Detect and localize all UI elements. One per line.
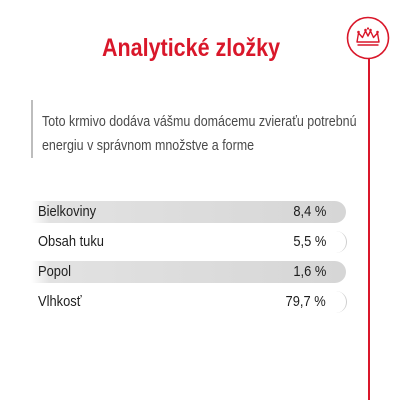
analysis-row-name: Bielkoviny — [38, 203, 97, 220]
analysis-row-fat: Obsah tuku 5,5 % — [31, 231, 347, 253]
analysis-row-name: Popol — [38, 263, 72, 280]
description-accent-bar — [31, 100, 33, 158]
analysis-row-value: 5,5 % — [293, 233, 326, 250]
analysis-row-ash: Popol 1,6 % — [31, 261, 346, 283]
description-text: Toto krmivo dodáva vášmu domácemu zviera… — [42, 114, 357, 154]
analysis-row-value: 8,4 % — [293, 203, 326, 220]
analysis-row-value: 79,7 % — [285, 293, 326, 310]
royal-canin-crown-icon — [346, 16, 390, 60]
analysis-table: Bielkoviny 8,4 % Obsah tuku 5,5 % Popol … — [31, 201, 347, 321]
analysis-row-moisture: Vlhkosť 79,7 % — [31, 291, 347, 313]
decorative-red-divider — [368, 58, 370, 400]
analysis-row-name: Obsah tuku — [38, 233, 104, 250]
page-title: Analytické zložky — [102, 34, 281, 62]
analysis-row-name: Vlhkosť — [38, 293, 82, 310]
analysis-row-protein: Bielkoviny 8,4 % — [31, 201, 346, 223]
analysis-row-value: 1,6 % — [293, 263, 326, 280]
